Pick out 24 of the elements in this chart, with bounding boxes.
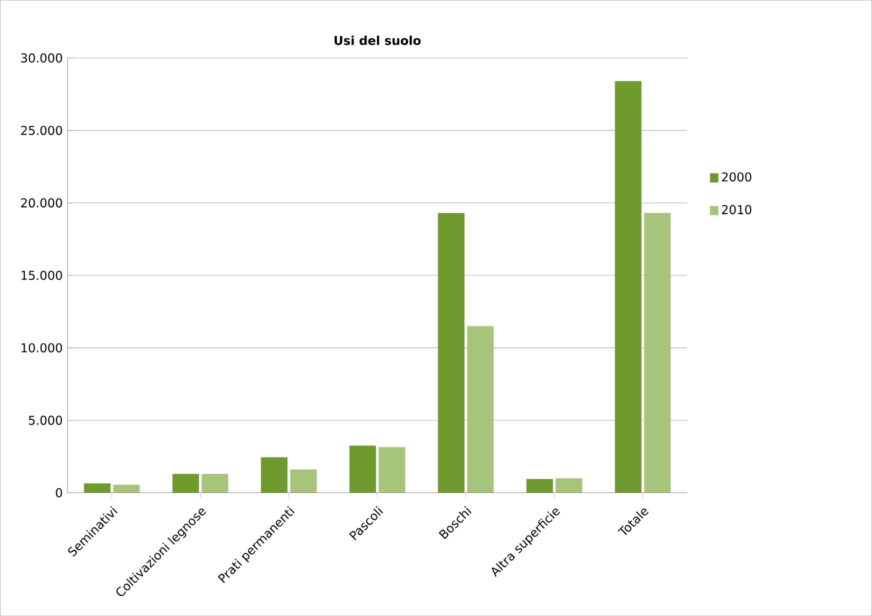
- legend-label: 2000: [722, 172, 752, 182]
- y-tick-label: 30.000: [21, 53, 62, 63]
- bar: [113, 484, 140, 493]
- bar: [644, 212, 671, 493]
- y-tick-label: 15.000: [22, 270, 62, 280]
- legend-label: 2010: [722, 204, 752, 214]
- bar: [378, 447, 406, 493]
- bar: [172, 474, 199, 493]
- y-tick-label: 20.000: [21, 198, 62, 208]
- bar: [290, 469, 317, 493]
- bar: [556, 478, 582, 493]
- y-tick-label: 5.000: [28, 416, 62, 425]
- bar: [467, 326, 494, 493]
- y-tick-label: 25.000: [21, 126, 62, 135]
- bar: [202, 474, 228, 493]
- y-tick-label: 0: [56, 488, 62, 498]
- chart-title: Usi del suolo: [334, 36, 421, 46]
- bar: [526, 478, 553, 493]
- y-tick-label: 10.000: [22, 343, 62, 352]
- bar: [84, 483, 110, 493]
- bar: [614, 81, 642, 493]
- bar: [349, 446, 376, 493]
- bar: [260, 457, 288, 493]
- bar: [438, 212, 464, 493]
